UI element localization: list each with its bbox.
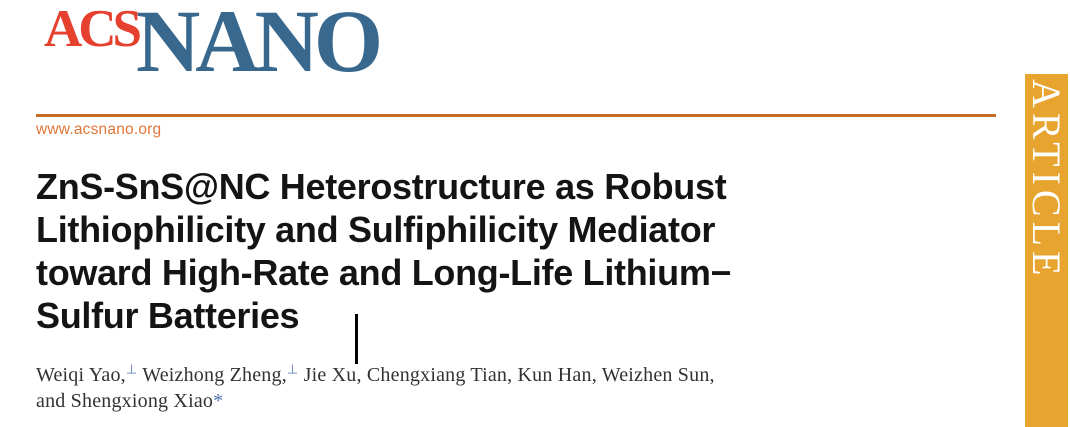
title-line-3: toward High-Rate and Long-Life Lithium− (36, 252, 732, 293)
text-cursor (355, 314, 358, 364)
title-line-4: Sulfur Batteries (36, 295, 300, 336)
title-line-1: ZnS-SnS@NC Heterostructure as Robust (36, 166, 727, 207)
author-names-1: Weiqi Yao, (36, 364, 126, 386)
author-names-2: Weizhong Zheng, (137, 364, 287, 386)
logo-nano-text: NANO (136, 0, 383, 91)
title-line-2: Lithiophilicity and Sulfiphilicity Media… (36, 209, 716, 250)
paper-title: ZnS-SnS@NC Heterostructure as Robust Lit… (36, 165, 732, 337)
author-line-2: and Shengxiong Xiao* (36, 388, 715, 414)
article-type-label: ARTICLE (1024, 79, 1069, 281)
article-type-banner: ARTICLE (1024, 74, 1069, 427)
logo-acs-text: ACS (44, 0, 142, 58)
author-affiliation-mark: ⊥ (286, 361, 299, 377)
acs-nano-logo: ACS NANO (44, 0, 383, 91)
corresponding-author-mark: * (213, 390, 224, 412)
author-names-3: Jie Xu, Chengxiang Tian, Kun Han, Weizhe… (298, 364, 715, 386)
author-names-4: and Shengxiong Xiao (36, 390, 214, 412)
header-divider-rule (36, 114, 996, 117)
author-line-1: Weiqi Yao,⊥ Weizhong Zheng,⊥ Jie Xu, Che… (36, 362, 715, 388)
author-affiliation-mark: ⊥ (125, 361, 138, 377)
journal-url-link[interactable]: www.acsnano.org (36, 121, 162, 138)
author-list: Weiqi Yao,⊥ Weizhong Zheng,⊥ Jie Xu, Che… (36, 362, 715, 414)
